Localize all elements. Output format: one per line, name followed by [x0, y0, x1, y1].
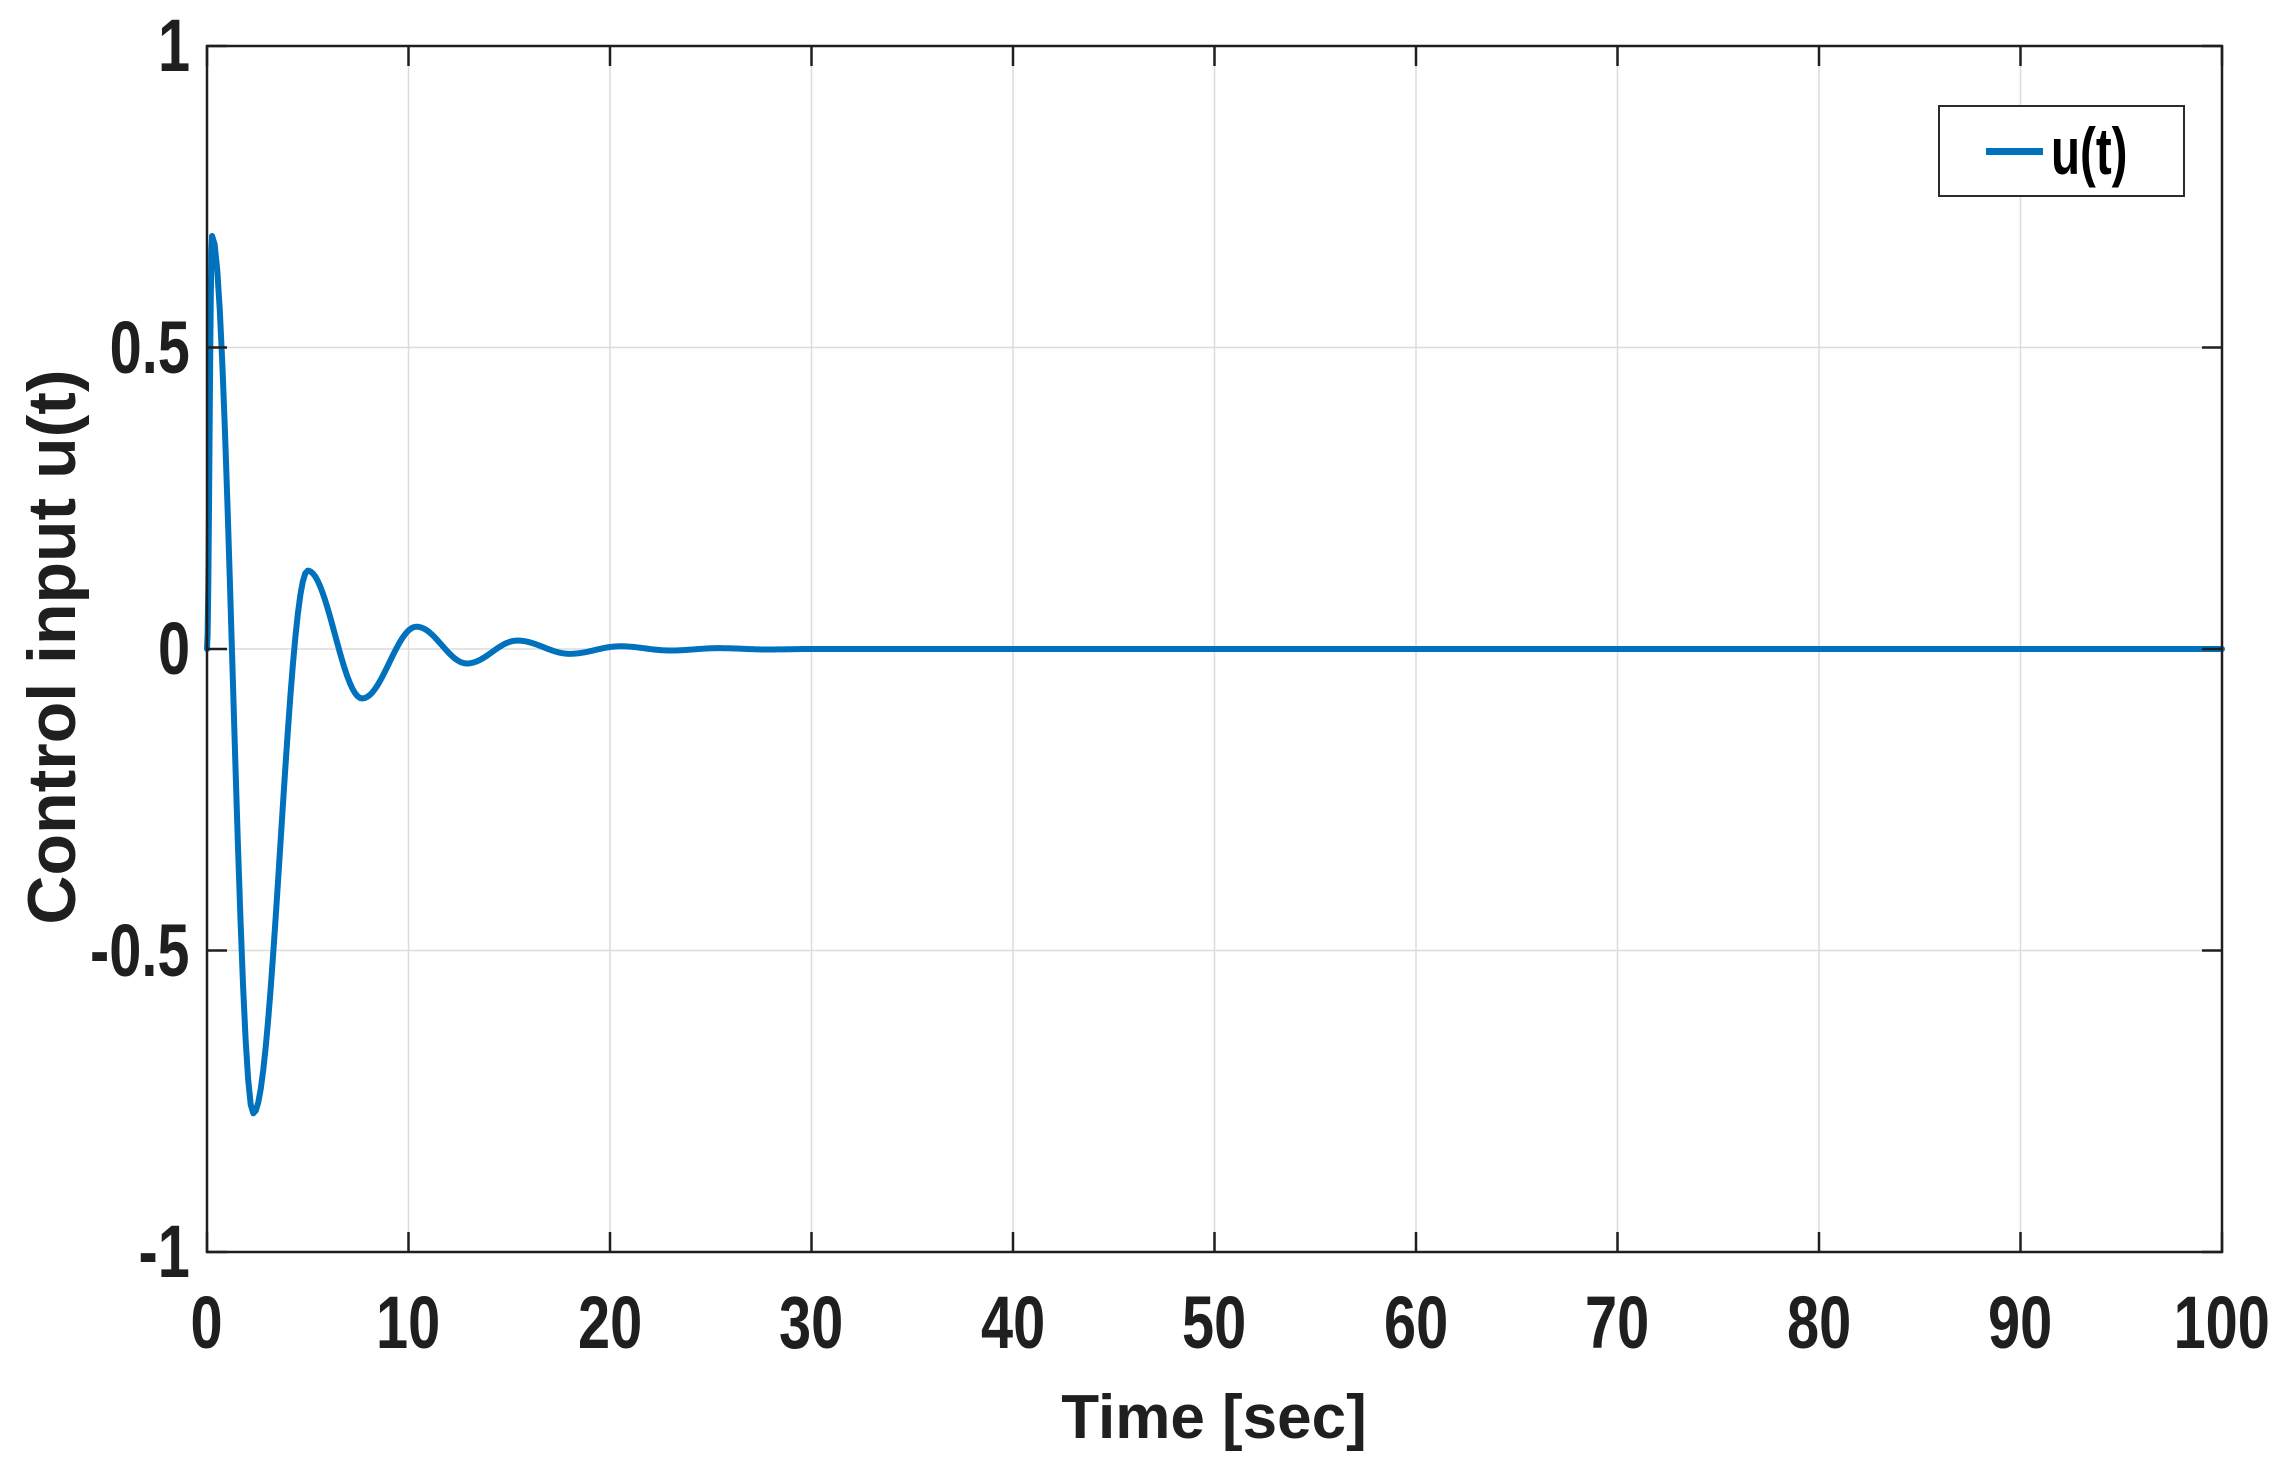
x-tick-label: 60 [1383, 1281, 1449, 1364]
series-line-ut [204, 232, 2225, 1117]
x-tick-label: 10 [376, 1281, 441, 1364]
x-tick-label: 0 [190, 1281, 224, 1364]
y-tick-label: 0.5 [109, 305, 190, 389]
x-tick-label: 90 [1988, 1281, 2053, 1364]
x-tick-label: 70 [1585, 1281, 1650, 1364]
x-tick-label: 100 [2173, 1281, 2271, 1364]
y-tick-label: 0 [157, 607, 190, 690]
x-axis-label: Time [sec] [1061, 1383, 1367, 1452]
legend-line-sample [1986, 147, 2043, 155]
y-tick-label: 1 [157, 4, 190, 87]
x-tick-label: 30 [779, 1281, 844, 1364]
x-tick-label: 20 [577, 1281, 643, 1364]
x-tick-label: 40 [980, 1281, 1046, 1364]
y-tick-label: -0.5 [90, 908, 190, 992]
y-axis-label: Control input u(t) [14, 369, 90, 925]
y-tick-label: -1 [138, 1210, 190, 1293]
x-tick-label: 50 [1182, 1281, 1247, 1364]
x-tick-label: 80 [1786, 1281, 1852, 1364]
legend-box: u(t) [1938, 105, 2185, 197]
legend-entry-label: u(t) [2051, 114, 2128, 188]
